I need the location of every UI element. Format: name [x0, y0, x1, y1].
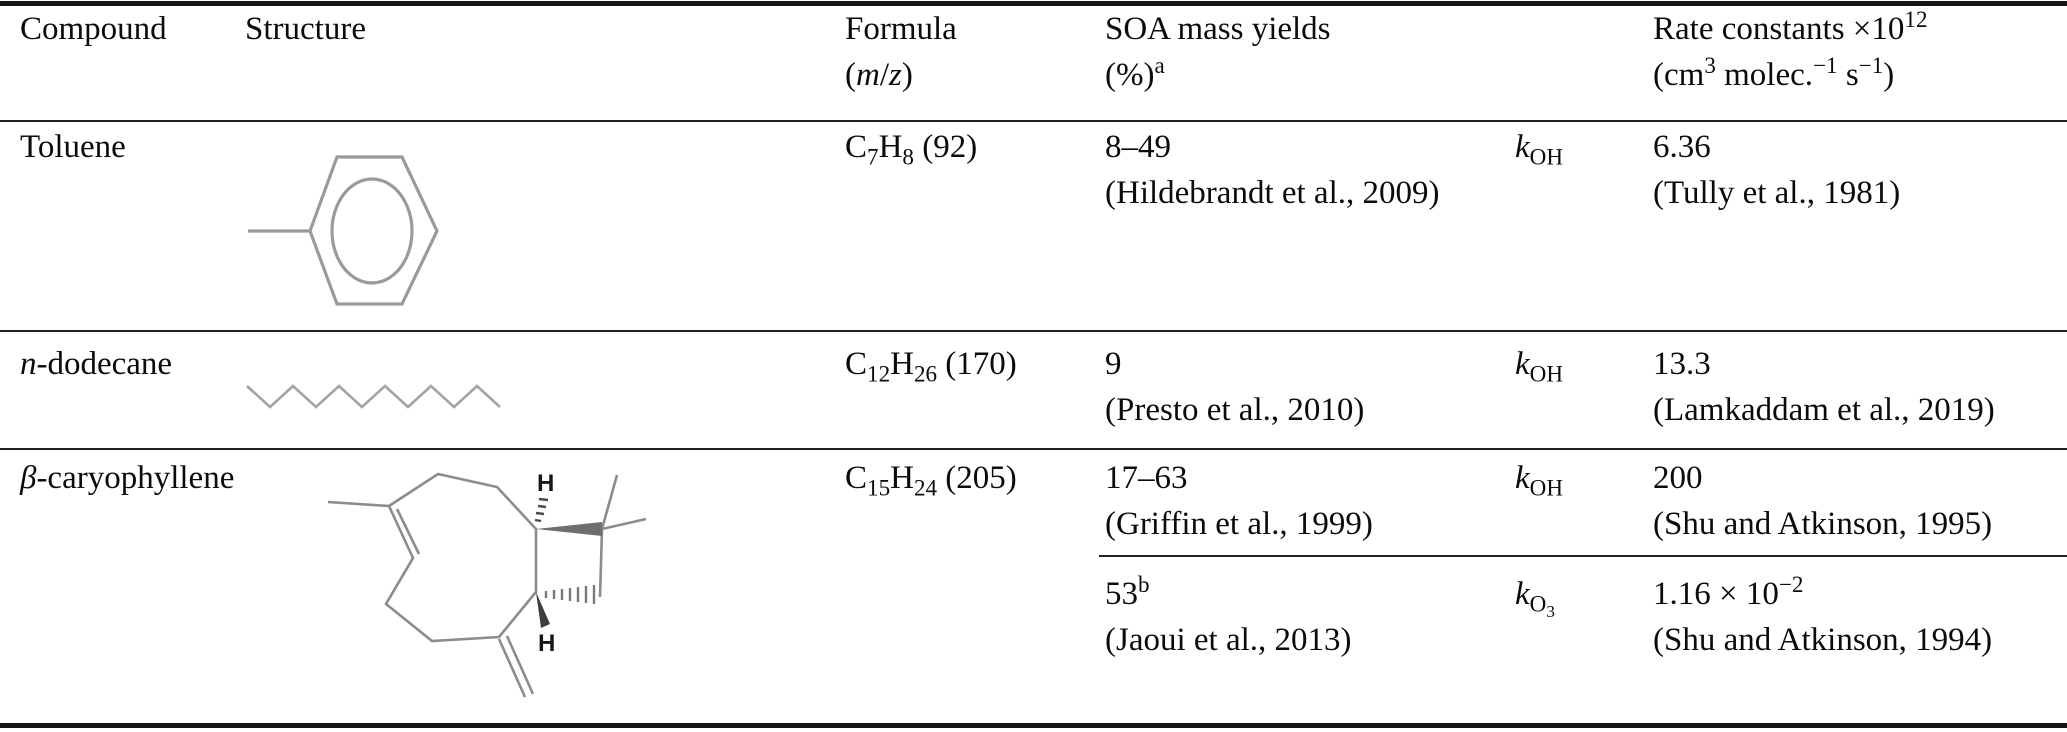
table-row-caryophyllene: β-caryophyllene C15H24 (205) 17–63 (Grif…	[0, 450, 2067, 723]
k-label: kO3	[1515, 576, 1555, 621]
caryophyllene-structure: H H	[327, 470, 647, 698]
table-row-dodecane: n-dodecane C12H26 (170) 9 (Presto et al.…	[0, 332, 2067, 448]
gem-dimethyl-bond-2	[601, 517, 647, 531]
header-formula-line2: (m/z)	[845, 57, 913, 93]
empty-cell	[845, 571, 1105, 663]
formula-value: C12H26 (170)	[845, 346, 1017, 387]
soa-yield-cell: 9 (Presto et al., 2010)	[1105, 341, 1515, 433]
bold-wedge-bond	[536, 522, 602, 536]
benzene-hexagon	[308, 155, 439, 306]
soa-yield-value: 17–63	[1105, 460, 1188, 496]
table-row-toluene: Toluene C7H8 (92) 8–49 (Hildebrandt et a…	[0, 122, 2067, 330]
header-structure-label: Structure	[245, 11, 366, 47]
k-label: kOH	[1515, 460, 1564, 501]
header-formula-line1: Formula	[845, 11, 957, 47]
header-soa-yields: SOA mass yields (%)a	[1105, 6, 1515, 98]
rate-cell: 1.16 × 10−2 (Shu and Atkinson, 1994)	[1653, 571, 2067, 663]
k-label: kOH	[1515, 346, 1564, 387]
soa-yield-reference: (Hildebrandt et al., 2009)	[1105, 175, 1440, 211]
soa-yield-cell: 17–63 (Griffin et al., 1999)	[1105, 455, 1515, 547]
soa-yield-reference: (Griffin et al., 1999)	[1105, 506, 1373, 542]
stereo-h-label-top: H	[537, 470, 554, 497]
rate-value: 1.16 × 10−2	[1653, 571, 1804, 612]
rate-value: 6.36	[1653, 129, 1711, 165]
methyl-bond	[327, 500, 390, 508]
rate-cell: 13.3 (Lamkaddam et al., 2019)	[1653, 341, 2067, 433]
rate-value: 200	[1653, 460, 1703, 496]
gem-dimethyl-bond-1	[600, 474, 619, 530]
row2-bottom-rule	[0, 448, 2067, 450]
compound-name: β-caryophyllene	[20, 460, 235, 496]
table-header-row: Compound Structure Formula (m/z) SOA mas…	[0, 6, 2067, 98]
rate-value: 13.3	[1653, 346, 1711, 382]
soa-yield-value: 53b	[1105, 571, 1150, 612]
subrow-divider-rule	[1099, 555, 2067, 557]
compound-name: n-dodecane	[20, 346, 173, 382]
row1-bottom-rule	[0, 330, 2067, 332]
rate-cell: 6.36 (Tully et al., 1981)	[1653, 124, 2067, 216]
rate-reference: (Lamkaddam et al., 2019)	[1653, 392, 1995, 428]
hashed-wedge-bond	[544, 585, 596, 604]
cyclobutane-bond	[598, 528, 604, 598]
table-top-rule	[0, 1, 2067, 6]
header-compound-label: Compound	[20, 11, 167, 47]
soa-yield-reference: (Presto et al., 2010)	[1105, 392, 1365, 428]
table-bottom-rule	[0, 723, 2067, 728]
dodecane-structure	[246, 384, 501, 409]
rate-reference: (Shu and Atkinson, 1995)	[1653, 506, 1993, 542]
soa-yield-value: 9	[1105, 346, 1122, 382]
soa-yield-cell: 53b (Jaoui et al., 2013)	[1105, 571, 1515, 663]
stereo-h-label-bottom: H	[538, 630, 555, 657]
nine-membered-ring	[384, 472, 538, 643]
header-k-spacer	[1515, 6, 1653, 98]
exocyclic-double-bond-2	[505, 635, 535, 695]
formula-value: C15H24 (205)	[845, 460, 1017, 501]
header-soa-line1: SOA mass yields	[1105, 11, 1331, 47]
soa-yield-reference: (Jaoui et al., 2013)	[1105, 622, 1352, 658]
benzene-circle	[330, 177, 414, 285]
formula-value: C7H8 (92)	[845, 129, 978, 170]
header-structure: Structure	[245, 6, 845, 98]
stereo-wedge-bond-bottom	[536, 592, 550, 628]
k-label: kOH	[1515, 129, 1564, 170]
stereo-hash-bond-top	[534, 497, 549, 523]
soa-yield-value: 8–49	[1105, 129, 1171, 165]
compound-name: Toluene	[20, 129, 126, 165]
empty-cell	[20, 571, 245, 663]
soa-yield-cell: 8–49 (Hildebrandt et al., 2009)	[1105, 124, 1515, 216]
rate-reference: (Tully et al., 1981)	[1653, 175, 1901, 211]
header-rate-line1: Rate constants ×1012	[1653, 6, 1928, 47]
ring-double-bond	[395, 508, 421, 555]
header-rate-constants: Rate constants ×1012 (cm3 molec.−1 s−1)	[1653, 6, 2067, 98]
rate-cell: 200 (Shu and Atkinson, 1995)	[1653, 455, 2067, 547]
rate-reference: (Shu and Atkinson, 1994)	[1653, 622, 1993, 658]
header-soa-line2: (%)a	[1105, 52, 1165, 93]
header-bottom-rule	[0, 120, 2067, 122]
header-formula: Formula (m/z)	[845, 6, 1105, 98]
header-compound: Compound	[20, 6, 245, 98]
header-rate-line2: (cm3 molec.−1 s−1)	[1653, 52, 1895, 93]
alkane-zigzag-chain	[246, 384, 501, 409]
caryophyllene-ozone-subrow: 53b (Jaoui et al., 2013) kO3 1.16 × 10−2…	[0, 571, 2067, 663]
exocyclic-double-bond-1	[497, 638, 527, 698]
toluene-structure	[248, 155, 439, 306]
